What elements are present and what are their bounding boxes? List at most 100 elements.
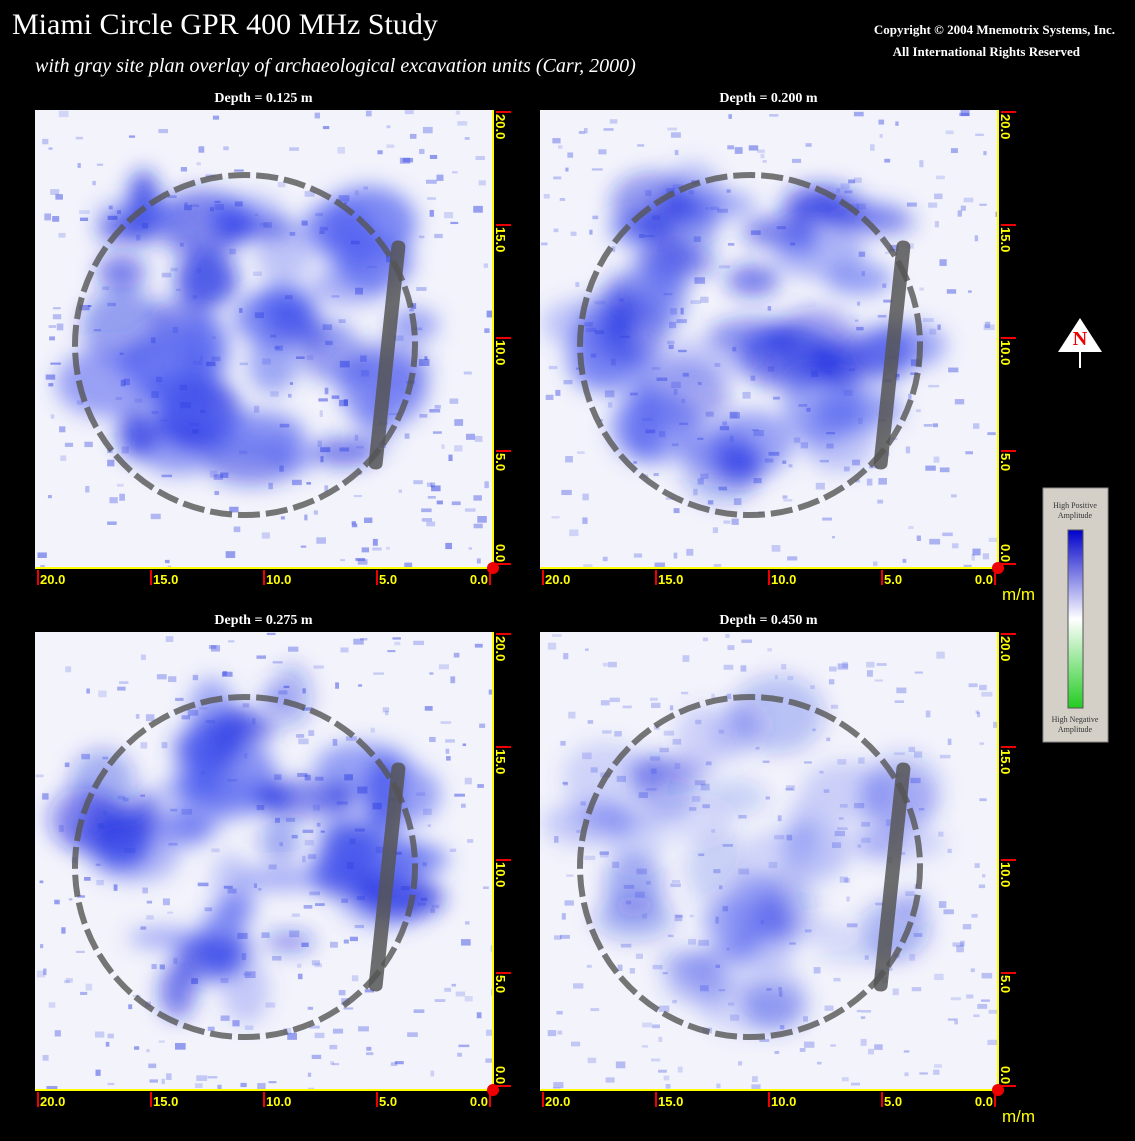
amplitude-blob	[221, 891, 256, 923]
speckle	[617, 776, 626, 782]
speckle	[214, 491, 219, 495]
speckle	[428, 824, 431, 827]
speckle	[84, 877, 91, 881]
speckle	[702, 804, 709, 808]
speckle	[610, 698, 620, 702]
speckle	[917, 536, 921, 541]
speckle	[651, 703, 660, 708]
speckle	[292, 480, 302, 485]
speckle	[556, 1011, 562, 1015]
speckle	[880, 134, 883, 138]
speckle	[749, 145, 758, 150]
speckle	[109, 497, 117, 503]
speckle	[926, 711, 931, 718]
speckle	[427, 197, 436, 200]
speckle	[674, 553, 678, 559]
speckle	[663, 972, 668, 974]
speckle	[198, 883, 209, 887]
speckle	[434, 234, 442, 238]
speckle	[724, 665, 734, 670]
speckle	[934, 974, 943, 980]
speckle	[557, 1031, 562, 1035]
speckle	[256, 655, 265, 658]
speckle	[53, 307, 61, 309]
speckle	[317, 823, 321, 827]
speckle	[255, 312, 264, 318]
speckle	[874, 1044, 882, 1050]
speckle	[355, 435, 358, 441]
speckle	[667, 341, 674, 345]
speckle	[674, 389, 678, 395]
speckle	[55, 1030, 61, 1036]
y-tick-label: 15.0	[493, 749, 508, 774]
speckle	[319, 231, 324, 234]
x-tick-label: 20.0	[545, 1094, 570, 1109]
y-tick-label: 15.0	[493, 227, 508, 252]
speckle	[416, 792, 425, 796]
speckle	[929, 329, 936, 335]
speckle	[244, 753, 247, 758]
y-tick-label: 0.0	[493, 544, 508, 562]
speckle	[51, 414, 55, 418]
speckle	[608, 662, 617, 667]
speckle	[474, 524, 483, 529]
speckle	[934, 194, 942, 200]
x-tick-label: 0.0	[975, 572, 993, 587]
speckle	[966, 994, 973, 998]
speckle	[206, 720, 215, 723]
speckle	[676, 319, 686, 323]
speckle	[782, 460, 786, 463]
speckle	[42, 793, 48, 799]
y-tick-label: 10.0	[998, 340, 1013, 365]
speckle	[269, 865, 277, 870]
speckle	[847, 923, 858, 927]
speckle	[337, 147, 345, 154]
speckle	[314, 510, 318, 514]
speckle	[579, 131, 585, 134]
speckle	[361, 370, 369, 376]
amplitude-blob	[628, 385, 665, 461]
x-tick-label: 15.0	[658, 572, 683, 587]
speckle	[484, 328, 489, 333]
amplitude-blob	[813, 340, 869, 388]
speckle	[548, 643, 556, 650]
speckle	[806, 408, 810, 412]
speckle	[314, 665, 324, 668]
speckle	[646, 788, 657, 790]
speckle	[675, 915, 683, 922]
speckle	[197, 268, 202, 273]
amplitude-blob	[356, 877, 445, 920]
speckle	[239, 308, 242, 313]
speckle	[812, 728, 815, 731]
speckle	[792, 159, 801, 163]
speckle	[841, 183, 850, 189]
speckle	[783, 495, 788, 498]
speckle	[98, 691, 106, 698]
speckle	[43, 1055, 49, 1061]
speckle	[727, 645, 734, 650]
speckle	[882, 283, 886, 287]
speckle	[610, 119, 618, 123]
speckle	[302, 221, 308, 226]
speckle	[947, 289, 956, 294]
x-tick-label: 20.0	[40, 572, 65, 587]
speckle	[55, 194, 63, 199]
speckle	[269, 1081, 277, 1083]
speckle	[401, 886, 410, 890]
speckle	[192, 429, 198, 433]
speckle	[136, 714, 140, 719]
speckle	[831, 705, 838, 709]
speckle	[205, 907, 213, 911]
amplitude-blob	[183, 313, 229, 388]
speckle	[446, 756, 451, 761]
speckle	[855, 320, 859, 322]
speckle	[483, 887, 489, 889]
speckle	[430, 908, 435, 913]
speckle	[146, 1049, 149, 1052]
speckle	[212, 336, 216, 338]
speckle	[655, 563, 665, 567]
speckle	[323, 324, 332, 330]
speckle	[331, 295, 339, 297]
speckle	[117, 210, 121, 214]
speckle	[157, 674, 167, 679]
